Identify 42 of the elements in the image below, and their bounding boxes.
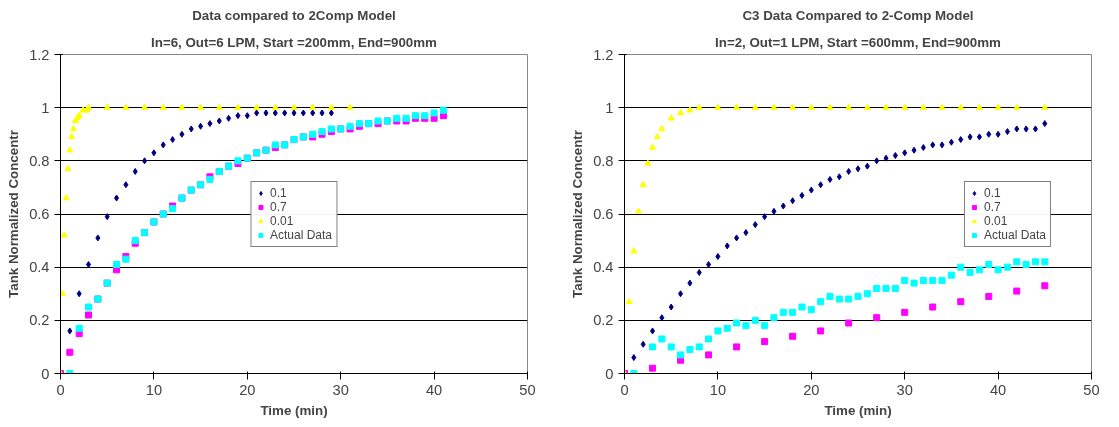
y-tick-label: 0.8 xyxy=(29,152,50,169)
legend-label: 0.1 xyxy=(269,185,288,200)
y-tick-label: 0.6 xyxy=(593,206,614,222)
y-tick-label: 0 xyxy=(605,365,614,382)
x-tick-label: 20 xyxy=(239,381,256,398)
x-tick-label: 0 xyxy=(56,381,65,398)
x-tick-label: 40 xyxy=(989,381,1007,398)
y-tick-label: 0 xyxy=(41,365,50,382)
legend-label: 0.7 xyxy=(983,199,1002,214)
x-tick-label: 10 xyxy=(145,381,163,398)
chart-title: Data compared to 2Comp Model xyxy=(192,7,396,23)
y-tick-label: 1 xyxy=(41,99,50,116)
legend-label: 0.1 xyxy=(983,185,1002,200)
y-tick-label: 1.2 xyxy=(29,46,50,63)
x-tick-label: 30 xyxy=(896,381,913,398)
y-tick-label: 1 xyxy=(605,99,614,116)
legend-label: Actual Data xyxy=(269,227,333,242)
y-tick-label: 0.6 xyxy=(29,206,50,222)
legend-label: 0.01 xyxy=(983,213,1008,228)
y-tick-label: 0.2 xyxy=(29,312,50,329)
chart-subtitle: In=2, Out=1 LPM, Start =600mm, End=900mm xyxy=(715,34,1002,50)
y-tick-label: 0.4 xyxy=(593,259,614,276)
x-tick-label: 40 xyxy=(425,381,443,398)
x-tick-label: 10 xyxy=(709,381,727,398)
x-tick-label: 30 xyxy=(332,381,349,398)
y-tick-label: 1.2 xyxy=(593,46,614,63)
y-axis-title: Tank Normalized Concentr xyxy=(570,130,586,298)
legend-label: Actual Data xyxy=(983,227,1046,242)
y-tick-label: 0.4 xyxy=(29,259,50,276)
y-tick-label: 0.2 xyxy=(593,312,614,329)
y-tick-label: 0.8 xyxy=(593,152,614,169)
legend-label: 0.7 xyxy=(269,199,288,214)
legend-label: 0.01 xyxy=(269,213,294,228)
x-axis-title: Time (min) xyxy=(824,402,892,418)
x-tick-label: 50 xyxy=(1083,381,1100,398)
x-tick-label: 50 xyxy=(519,381,536,398)
x-axis-title: Time (min) xyxy=(260,402,328,418)
x-tick-label: 20 xyxy=(803,381,820,398)
x-tick-label: 0 xyxy=(620,381,629,398)
chart-title: C3 Data Compared to 2-Comp Model xyxy=(742,7,974,23)
y-axis-title: Tank Normalized Concentr xyxy=(6,130,22,298)
chart-subtitle: In=6, Out=6 LPM, Start =200mm, End=900mm xyxy=(151,34,438,50)
